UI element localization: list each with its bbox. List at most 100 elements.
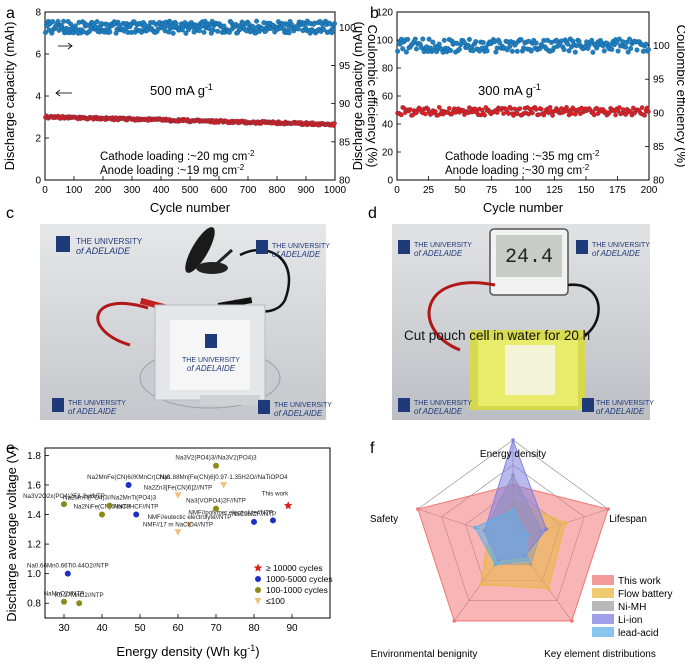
- y2-tick-label: 95: [339, 61, 351, 72]
- data-point: [213, 505, 219, 512]
- x-tick-label: 200: [95, 185, 112, 196]
- y-tick-label: 100: [376, 36, 393, 47]
- data-point: [321, 27, 327, 33]
- data-point: [400, 46, 406, 52]
- svg-text:of ADELAIDE: of ADELAIDE: [68, 407, 117, 416]
- data-point-label: NMF//17 m NaClO4//NTP: [143, 521, 213, 528]
- data-point: [170, 30, 176, 36]
- y2-tick-label: 85: [339, 137, 351, 148]
- y-tick-label: 1.8: [27, 451, 41, 462]
- data-point: [456, 46, 462, 52]
- university-logo-c-topright: THE UNIVERSITY of ADELAIDE: [256, 240, 330, 259]
- panel-b: b 0 25 50 75 100 125 150 175 200 0 20 40 60 80 100 120 8…: [350, 5, 685, 215]
- annotation-cathode-a: Cathode loading :~20 mg cm-2: [100, 149, 255, 163]
- panel-label-e: e: [6, 440, 15, 457]
- radar-point: [511, 508, 515, 512]
- data-point: [412, 36, 418, 42]
- radar-point: [606, 507, 610, 511]
- plot-frame-e: [44, 447, 331, 619]
- data-point: [566, 48, 572, 54]
- data-point: [589, 37, 595, 43]
- x-tick-label: 1000: [324, 185, 347, 196]
- y-tick-label: 1.0: [27, 569, 41, 580]
- annotation-cathode-b: Cathode loading :~35 mg cm-2: [445, 149, 600, 163]
- data-point: [601, 48, 607, 54]
- panel-label-b: b: [370, 5, 379, 22]
- panel-label-d: d: [368, 205, 377, 222]
- x-tick-label: 500: [182, 185, 199, 196]
- chart-b-marks: 0 25 50 75 100 125 150 175 200 0 20 40 60 80 100 120 80 8…: [376, 8, 670, 197]
- y2-tick-label: 80: [653, 176, 665, 187]
- data-point: [407, 107, 413, 112]
- data-point: [107, 29, 113, 35]
- data-point-label: NaCoHCF//NTP: [232, 511, 276, 518]
- data-point-label: Na0.66Mn0.66Ti0.44O2//NTP: [27, 563, 109, 570]
- x-tick-label: 400: [153, 185, 170, 196]
- data-point: [509, 48, 515, 54]
- legend-label: lead-acid: [618, 628, 659, 639]
- y-tick-label: 60: [382, 92, 394, 103]
- data-point: [533, 40, 539, 46]
- data-point-label: Na2MnFe(CN)6//KMnCr(CN)6: [87, 474, 170, 481]
- y2-tick-label: 90: [339, 99, 351, 110]
- x-tick-label: 800: [269, 185, 286, 196]
- svg-text:THE UNIVERSITY: THE UNIVERSITY: [414, 400, 472, 407]
- data-point: [210, 27, 216, 33]
- university-logo-c-topleft: THE UNIVERSITY of ADELAIDE: [56, 236, 143, 256]
- left-arrow-a: [55, 89, 72, 97]
- y2-axis-label-b: Coulombic efficiency (%): [674, 25, 685, 168]
- right-arrow-a: [58, 42, 73, 50]
- radar-point: [525, 533, 530, 538]
- x-tick-label: 600: [211, 185, 228, 196]
- y-tick-label: 20: [382, 148, 394, 159]
- data-point: [507, 43, 513, 49]
- data-point: [215, 28, 221, 34]
- svg-text:of ADELAIDE: of ADELAIDE: [596, 407, 645, 416]
- data-point: [538, 106, 544, 112]
- data-point: [251, 518, 257, 525]
- radar-point: [478, 582, 483, 587]
- data-point-label: K0.27MnO2//NTP: [55, 592, 104, 599]
- data-point: [646, 109, 651, 115]
- radar-point: [511, 438, 515, 442]
- data-point: [436, 105, 442, 110]
- legend-label: This work: [618, 576, 662, 587]
- y-tick-label: 1.6: [27, 480, 41, 491]
- data-point: [61, 501, 67, 508]
- data-point: [547, 105, 553, 110]
- university-logo-d-topright: THE UNIVERSITY of ADELAIDE: [576, 240, 650, 258]
- svg-text:THE UNIVERSITY: THE UNIVERSITY: [272, 243, 330, 250]
- data-point: [482, 112, 487, 118]
- legend-swatch: [592, 627, 614, 637]
- data-point: [569, 111, 574, 116]
- data-point-triangle: [174, 492, 182, 499]
- x-axis-label-b: Cycle number: [483, 200, 564, 215]
- y-tick-label: 0: [35, 176, 41, 187]
- data-point: [625, 49, 631, 55]
- x-axis-label-e: Energy density (Wh kg-1): [116, 643, 259, 659]
- annotation-anode-b: Anode loading :~30 mg cm-2: [445, 163, 590, 177]
- data-point: [565, 41, 571, 47]
- chart-e-marks: 30 40 50 60 70 80 90 0.8 1.0 1.2 1.4 1.6 1.8 This wor…: [23, 451, 298, 634]
- data-point: [255, 587, 261, 593]
- data-point: [397, 41, 403, 47]
- data-point: [286, 30, 292, 36]
- legend-swatch: [592, 588, 614, 598]
- data-point: [466, 36, 472, 42]
- data-point: [395, 48, 401, 54]
- data-point: [576, 38, 582, 44]
- rate-label-a: 500 mA g-1: [150, 82, 213, 98]
- data-point: [441, 37, 447, 43]
- x-tick-label: 0: [42, 185, 48, 196]
- data-point-triangle: [174, 529, 182, 536]
- university-logo-c-bottomleft: THE UNIVERSITY of ADELAIDE: [52, 398, 126, 416]
- svg-text:THE UNIVERSITY: THE UNIVERSITY: [596, 400, 654, 407]
- data-point: [99, 511, 105, 518]
- data-point: [501, 111, 506, 116]
- radar-point: [563, 521, 568, 525]
- x-tick-label: 300: [124, 185, 141, 196]
- fan-icon: [185, 227, 234, 274]
- x-tick-label: 80: [248, 623, 260, 634]
- y-tick-label: 120: [376, 8, 393, 19]
